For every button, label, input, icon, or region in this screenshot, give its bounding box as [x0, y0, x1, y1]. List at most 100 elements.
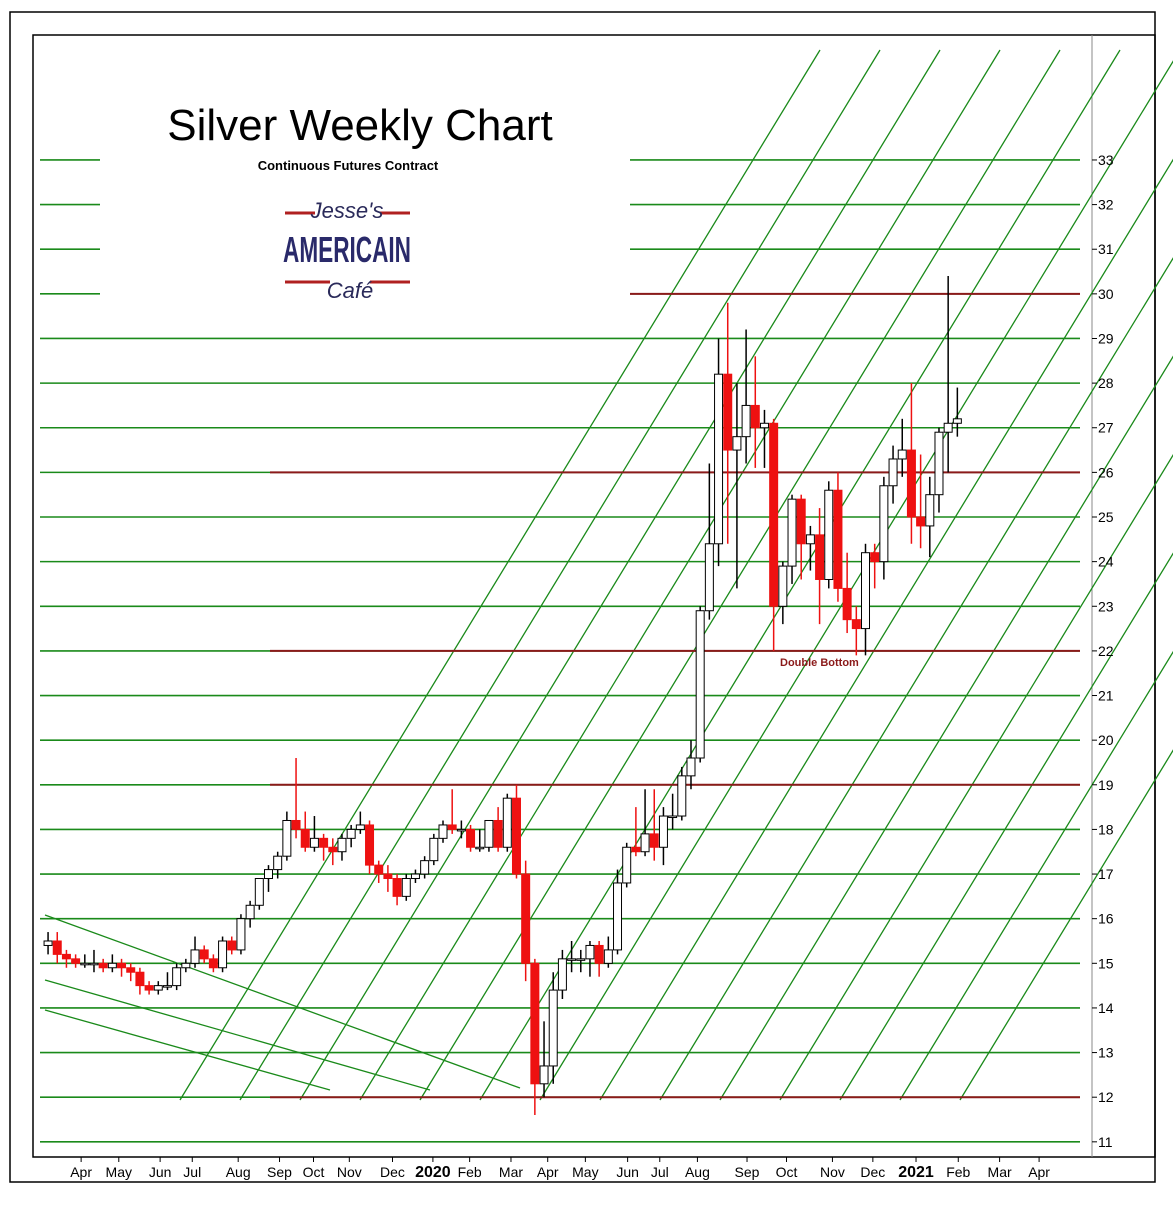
x-tick-label: Mar [499, 1164, 523, 1180]
x-tick-label: Jun [616, 1164, 639, 1180]
candle-body [43, 940, 53, 946]
x-tick-label: Apr [1028, 1164, 1050, 1180]
candle-body [723, 373, 733, 451]
trend-lines [44, 49, 1173, 1101]
candle-body [319, 837, 329, 848]
x-tick-label: Mar [988, 1164, 1012, 1180]
candle-body [567, 958, 577, 961]
x-tick-label: Oct [776, 1164, 798, 1180]
candle-body [438, 824, 448, 839]
x-tick-label: Jul [651, 1164, 669, 1180]
candle-body [172, 967, 182, 987]
trend-line [599, 158, 1173, 1101]
candle-body [392, 878, 402, 897]
y-tick-label: 19 [1098, 777, 1114, 793]
candle-body [420, 860, 430, 875]
candle-body [622, 846, 632, 884]
y-tick-label: 21 [1098, 688, 1114, 704]
levels [270, 292, 1080, 1099]
candle-body [851, 619, 861, 630]
y-tick-label: 30 [1098, 286, 1114, 302]
chart-title: Silver Weekly Chart [167, 101, 553, 150]
x-tick-label: Jun [149, 1164, 172, 1180]
candle-body [952, 418, 962, 424]
x-tick-label: Feb [946, 1164, 970, 1180]
logo-bottom: Café [327, 278, 373, 303]
y-tick-label: 28 [1098, 375, 1114, 391]
x-tick-label: Nov [337, 1164, 362, 1180]
candle-body [805, 534, 815, 545]
candle-body [126, 967, 136, 973]
candle-body [484, 819, 494, 848]
candle-body [824, 489, 834, 580]
candle-body [787, 498, 797, 567]
candle-body [603, 949, 613, 964]
candle-body [199, 949, 209, 960]
candle-body [355, 824, 365, 830]
candle-body [861, 552, 871, 630]
candle-body [328, 846, 338, 853]
y-tick-label: 17 [1098, 866, 1114, 882]
candle-body [245, 904, 255, 920]
candle-body [511, 797, 521, 875]
candle-body [153, 985, 163, 991]
candle-body [80, 962, 90, 966]
candle-body [236, 918, 246, 951]
trend-line [239, 49, 881, 1101]
candle-body [585, 944, 595, 960]
x-tick-label: Sep [735, 1164, 760, 1180]
candle-body [401, 878, 411, 897]
y-tick-label: 31 [1098, 241, 1114, 257]
y-tick-label: 27 [1098, 420, 1114, 436]
candle-body [52, 940, 62, 955]
title-backdrop [100, 90, 630, 310]
candle-body [732, 436, 742, 451]
logo: Jesse's AMERICAIN Café [283, 198, 411, 303]
candle-body [502, 797, 512, 848]
x-tick-label: Sep [267, 1164, 292, 1180]
chart-subtitle: Continuous Futures Contract [258, 158, 439, 173]
candle-body [410, 873, 420, 880]
candle-body [686, 757, 696, 777]
y-tick-label: 18 [1098, 821, 1114, 837]
candle-body [218, 940, 228, 969]
candle-body [300, 828, 310, 848]
candle-body [447, 824, 457, 830]
trend-line [839, 552, 1173, 1101]
candle-body [374, 864, 384, 875]
candle-body [833, 489, 843, 589]
y-tick-label: 12 [1098, 1089, 1114, 1105]
candle-body [943, 422, 953, 433]
y-tick-label: 26 [1098, 464, 1114, 480]
candle-body [649, 833, 659, 848]
candle-body [162, 985, 172, 988]
x-tick-label: Apr [70, 1164, 92, 1180]
candle-body [557, 958, 567, 991]
x-tick-label: May [106, 1164, 132, 1180]
candle-body [906, 449, 916, 518]
y-tick-label: 22 [1098, 643, 1114, 659]
y-tick-label: 25 [1098, 509, 1114, 525]
x-tick-label: Jul [183, 1164, 201, 1180]
candle-body [714, 373, 724, 545]
candle-body [135, 971, 145, 987]
candle-body [815, 534, 825, 580]
y-tick-label: 14 [1098, 1000, 1114, 1016]
candle-body [365, 824, 375, 866]
candle-body [640, 833, 650, 853]
trend-line [779, 453, 1173, 1101]
trend-line [359, 49, 1001, 1101]
trend-line [299, 49, 941, 1101]
x-tick-label: 2020 [415, 1164, 451, 1181]
trend-line [479, 49, 1121, 1101]
y-tick-label: 24 [1098, 554, 1114, 570]
candle-body [925, 494, 935, 527]
candle-body [879, 485, 889, 563]
candle-body [383, 873, 393, 880]
candle-body [594, 944, 604, 964]
candle-body [309, 837, 319, 848]
candle-body [677, 775, 687, 817]
candle-body [613, 882, 623, 951]
y-tick-label: 29 [1098, 330, 1114, 346]
